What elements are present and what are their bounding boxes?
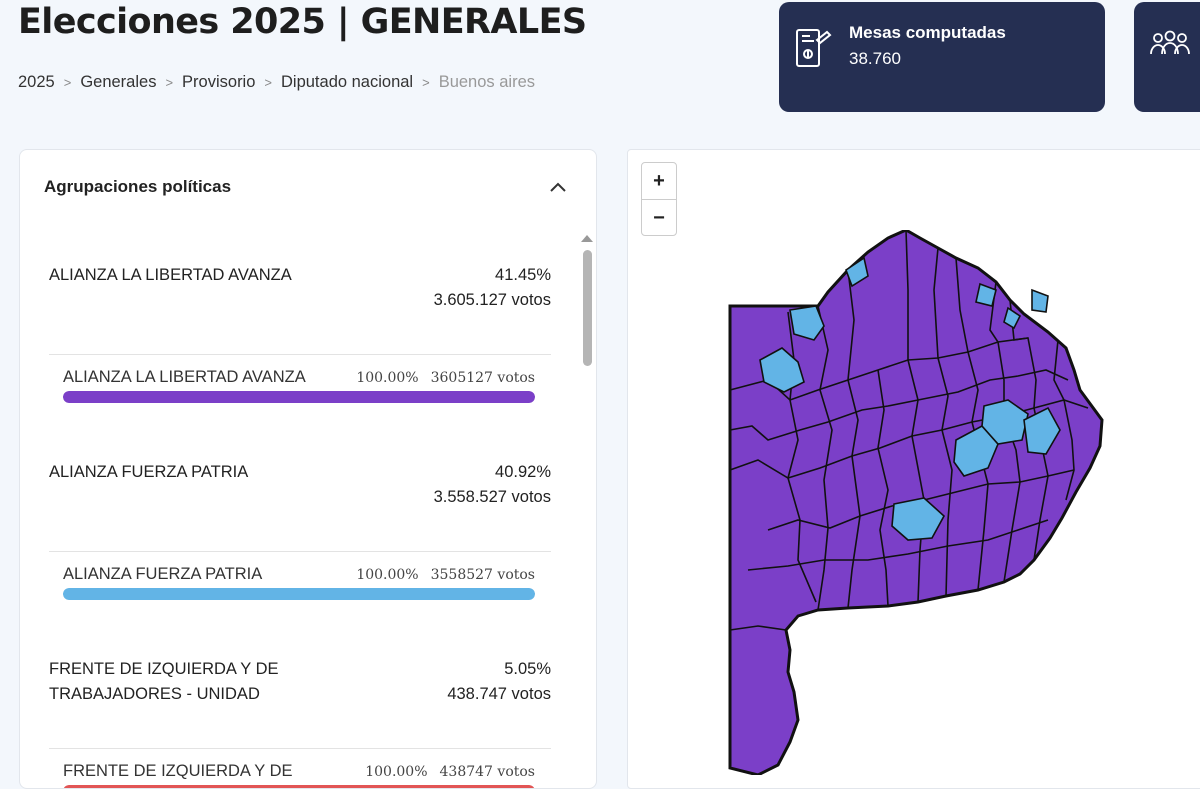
party-percentage: 40.92% <box>495 463 551 481</box>
province-map[interactable] <box>728 230 1108 775</box>
divider <box>49 354 551 355</box>
party-votes: 438.747 votos <box>447 685 551 703</box>
panel-title: Agrupaciones políticas <box>44 177 232 196</box>
breadcrumb: 2025 > Generales > Provisorio > Diputado… <box>18 73 535 92</box>
breadcrumb-item-district: Buenos aires <box>438 73 536 91</box>
breadcrumb-item-type[interactable]: Generales <box>80 73 157 91</box>
district-borders <box>729 230 1089 631</box>
breadcrumb-item-year[interactable]: 2025 <box>18 73 55 91</box>
list-votes: 438747 votos <box>439 764 535 780</box>
breadcrumb-separator: > <box>63 75 72 90</box>
zoom-out-button[interactable]: − <box>653 206 665 229</box>
districts-secondary <box>759 256 1061 541</box>
progress-bar <box>63 785 535 788</box>
zoom-control: + − <box>641 162 677 236</box>
divider <box>49 551 551 552</box>
progress-bar-fill <box>63 588 535 600</box>
mesas-label: Mesas computadas <box>849 23 1006 42</box>
list-percentage: 100.00% <box>356 370 419 386</box>
list-stats: 100.00% 3605127 votos <box>356 370 535 386</box>
mesas-computadas-card: Mesas computadas 38.760 <box>779 2 1105 112</box>
party-votes: 3.558.527 votos <box>433 488 551 506</box>
breadcrumb-item-status[interactable]: Provisorio <box>182 73 256 91</box>
breadcrumb-separator: > <box>422 75 430 90</box>
divider <box>49 748 551 749</box>
party-percentage: 41.45% <box>495 266 551 284</box>
agrupaciones-panel: Agrupaciones políticas ALIANZA LA LIBERT… <box>19 149 597 789</box>
page-title: Elecciones 2025 | GENERALES <box>18 2 587 42</box>
breadcrumb-item-category[interactable]: Diputado nacional <box>281 73 414 91</box>
party-name: FRENTE DE IZQUIERDA Y DE TRABAJADORES - … <box>49 660 279 703</box>
breadcrumb-separator: > <box>165 75 174 90</box>
chevron-up-icon[interactable] <box>548 180 568 198</box>
party-name: ALIANZA LA LIBERTAD AVANZA <box>49 266 292 284</box>
party-votes: 3.605.127 votos <box>433 291 551 309</box>
people-icon <box>1148 24 1192 69</box>
list-name: ALIANZA LA LIBERTAD AVANZA <box>63 368 306 386</box>
list-percentage: 100.00% <box>365 764 428 780</box>
participation-card <box>1134 2 1200 112</box>
list-percentage: 100.00% <box>356 567 419 583</box>
progress-bar-fill <box>63 785 535 788</box>
party-percentage: 5.05% <box>504 660 551 678</box>
list-votes: 3558527 votos <box>430 567 535 583</box>
ballot-box-icon <box>793 24 833 75</box>
zoom-in-button[interactable]: + <box>642 163 676 200</box>
list-stats: 100.00% 438747 votos <box>365 764 535 780</box>
list-name: FRENTE DE IZQUIERDA Y DE <box>63 762 293 780</box>
progress-bar-fill <box>63 391 535 403</box>
progress-bar <box>63 391 535 403</box>
breadcrumb-separator: > <box>264 75 272 90</box>
party-name: ALIANZA FUERZA PATRIA <box>49 463 249 481</box>
list-name: ALIANZA FUERZA PATRIA <box>63 565 263 583</box>
progress-bar <box>63 588 535 600</box>
scrollbar-thumb[interactable] <box>583 250 592 366</box>
scroll-up-arrow[interactable] <box>581 235 593 242</box>
mesas-value: 38.760 <box>849 49 901 68</box>
list-stats: 100.00% 3558527 votos <box>356 567 535 583</box>
list-votes: 3605127 votos <box>430 370 535 386</box>
map-panel[interactable]: + − <box>627 149 1200 789</box>
